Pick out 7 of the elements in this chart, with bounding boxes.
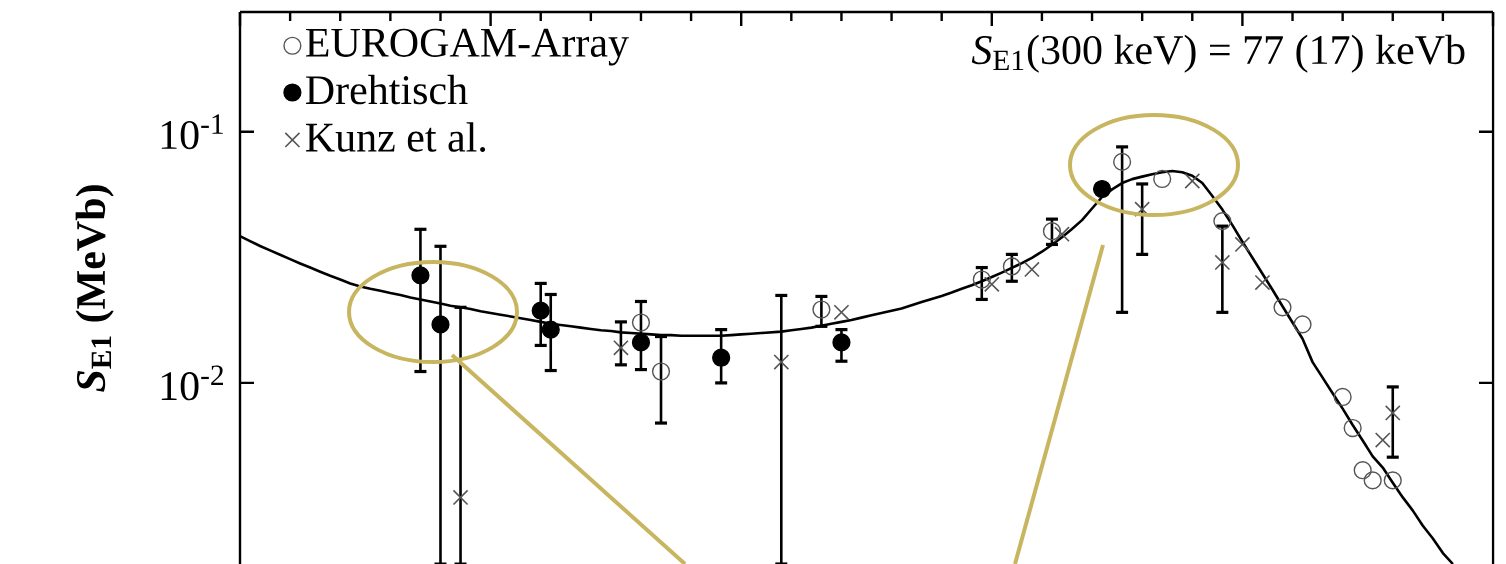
annotation: S$_{E1}$(300 keV) = 77 (17) keVb [971,34,1465,73]
y-tick-label: 10$^{-2}$ [161,365,223,401]
y-axis-title: S$_{E1}$ (MeVb) [75,185,114,392]
legend-label: Drehtisch [306,74,468,105]
legend-label: Kunz et al. [306,122,486,152]
y-tick-label: 10$^{-1}$ [161,114,223,150]
legend-label: EUROGAM-Array [306,28,629,66]
